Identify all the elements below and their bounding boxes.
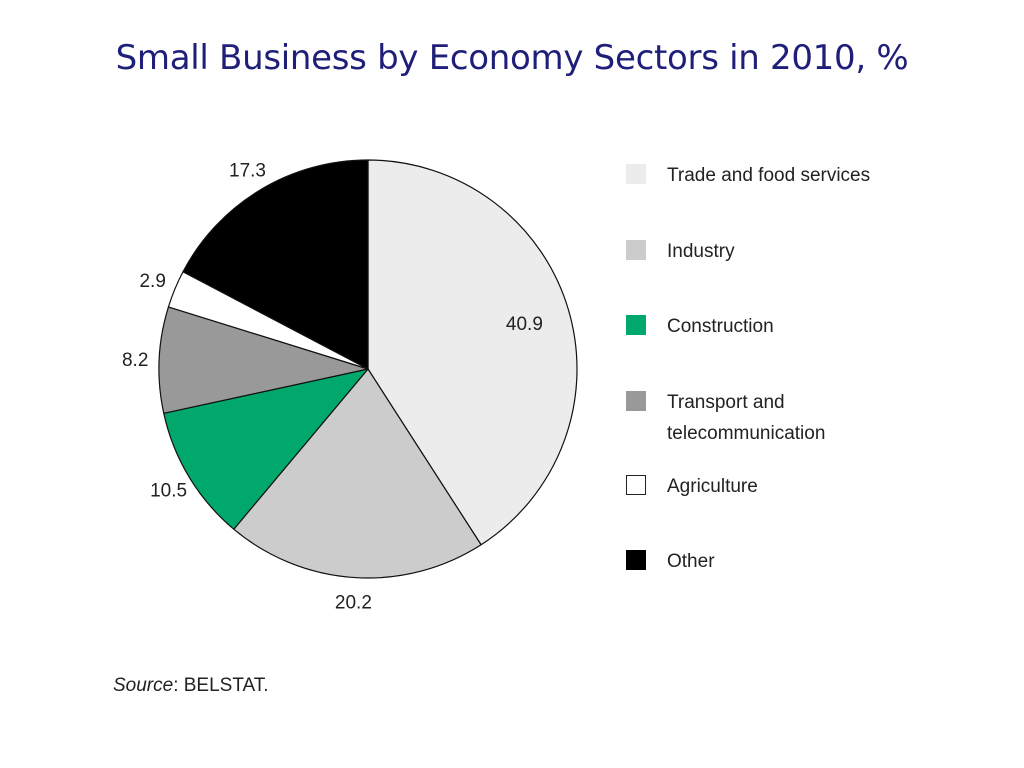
pie-slice (163, 368, 369, 530)
legend-swatch (626, 550, 646, 570)
legend-label: Trade and food services (667, 165, 871, 186)
legend-swatch (626, 475, 646, 495)
legend-swatch (626, 240, 646, 260)
data-label: 2.9 (139, 271, 165, 292)
legend-item: Transport and telecommunication (626, 387, 926, 457)
legend-item: Industry (626, 236, 926, 306)
data-label: 10.5 (150, 481, 187, 502)
legend-swatch (626, 391, 646, 411)
legend-item: Other (626, 546, 926, 616)
legend-label: Industry (667, 241, 735, 262)
pie-slice (182, 159, 369, 370)
legend-swatch (626, 164, 646, 184)
legend-label: Transport and telecommunication (667, 392, 826, 444)
source-note: Source: BELSTAT. (113, 675, 269, 697)
source-text: : BELSTAT. (173, 675, 269, 696)
legend-swatch (626, 315, 646, 335)
pie-slice (367, 159, 578, 546)
data-label: 8.2 (122, 350, 148, 371)
legend-item: Trade and food services (626, 160, 926, 230)
legend-label: Agriculture (667, 476, 758, 497)
data-label: 17.3 (229, 161, 266, 182)
pie-slice (233, 368, 482, 579)
pie-slice (158, 306, 369, 414)
legend-item: Agriculture (626, 471, 926, 541)
chart-title: Small Business by Economy Sectors in 201… (115, 38, 909, 78)
data-label: 20.2 (335, 593, 372, 614)
legend-item: Construction (626, 311, 926, 381)
legend-label: Other (667, 551, 715, 572)
legend-label: Construction (667, 316, 774, 337)
source-prefix: Source (113, 675, 174, 696)
data-label: 40.9 (506, 314, 543, 335)
